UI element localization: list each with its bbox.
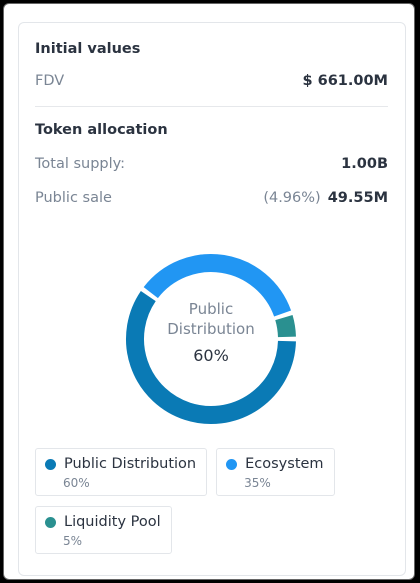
legend-name: Ecosystem	[226, 456, 324, 472]
donut-segment	[143, 254, 292, 317]
legend-label: Ecosystem	[245, 456, 324, 472]
section-title: Token allocation	[35, 122, 168, 138]
section-title: Initial values	[35, 41, 141, 57]
legend-name: Liquidity Pool	[45, 514, 161, 530]
center-value: 60%	[193, 346, 229, 365]
row: Total supply: 1.00B	[35, 156, 388, 172]
legend-dot	[226, 458, 238, 470]
donut-chart	[126, 254, 296, 424]
percent: (4.96%)	[263, 190, 321, 206]
center-label: Public Distribution	[167, 300, 255, 338]
card: Initial values FDV $ 661.00M Token alloc…	[18, 22, 406, 576]
legend-dot	[45, 458, 56, 470]
value-group: (4.96%) 49.55M	[263, 190, 388, 206]
legend-item: Public Distribution 60%	[35, 448, 208, 496]
legend: Public Distribution 60% Ecosystem 35% Liquid…	[35, 448, 395, 554]
row: FDV $ 661.00M	[35, 73, 388, 89]
label: Total supply:	[35, 156, 126, 172]
legend-value: 5%	[63, 534, 83, 548]
legend-name: Public Distribution	[45, 456, 196, 472]
value: 1.00B	[341, 156, 388, 172]
legend-label: Liquidity Pool	[64, 514, 161, 530]
legend-value: 35%	[244, 476, 271, 490]
divider	[35, 106, 388, 107]
legend-label: Public Distribution	[64, 456, 197, 472]
frame: Initial values FDV $ 661.00M Token alloc…	[3, 3, 415, 580]
donut-center: Public Distribution 60%	[161, 299, 261, 366]
legend-item: Ecosystem 35%	[216, 448, 335, 496]
value: 49.55M	[327, 190, 388, 206]
value: $ 661.00M	[302, 73, 388, 89]
row: Public sale (4.96%) 49.55M	[35, 190, 388, 206]
legend-item: Liquidity Pool 5%	[35, 506, 172, 554]
label: FDV	[35, 73, 65, 89]
donut-segment	[275, 315, 296, 338]
donut-segment	[126, 290, 296, 424]
legend-value: 60%	[63, 476, 90, 490]
legend-dot	[45, 516, 56, 528]
label: Public sale	[35, 190, 112, 206]
